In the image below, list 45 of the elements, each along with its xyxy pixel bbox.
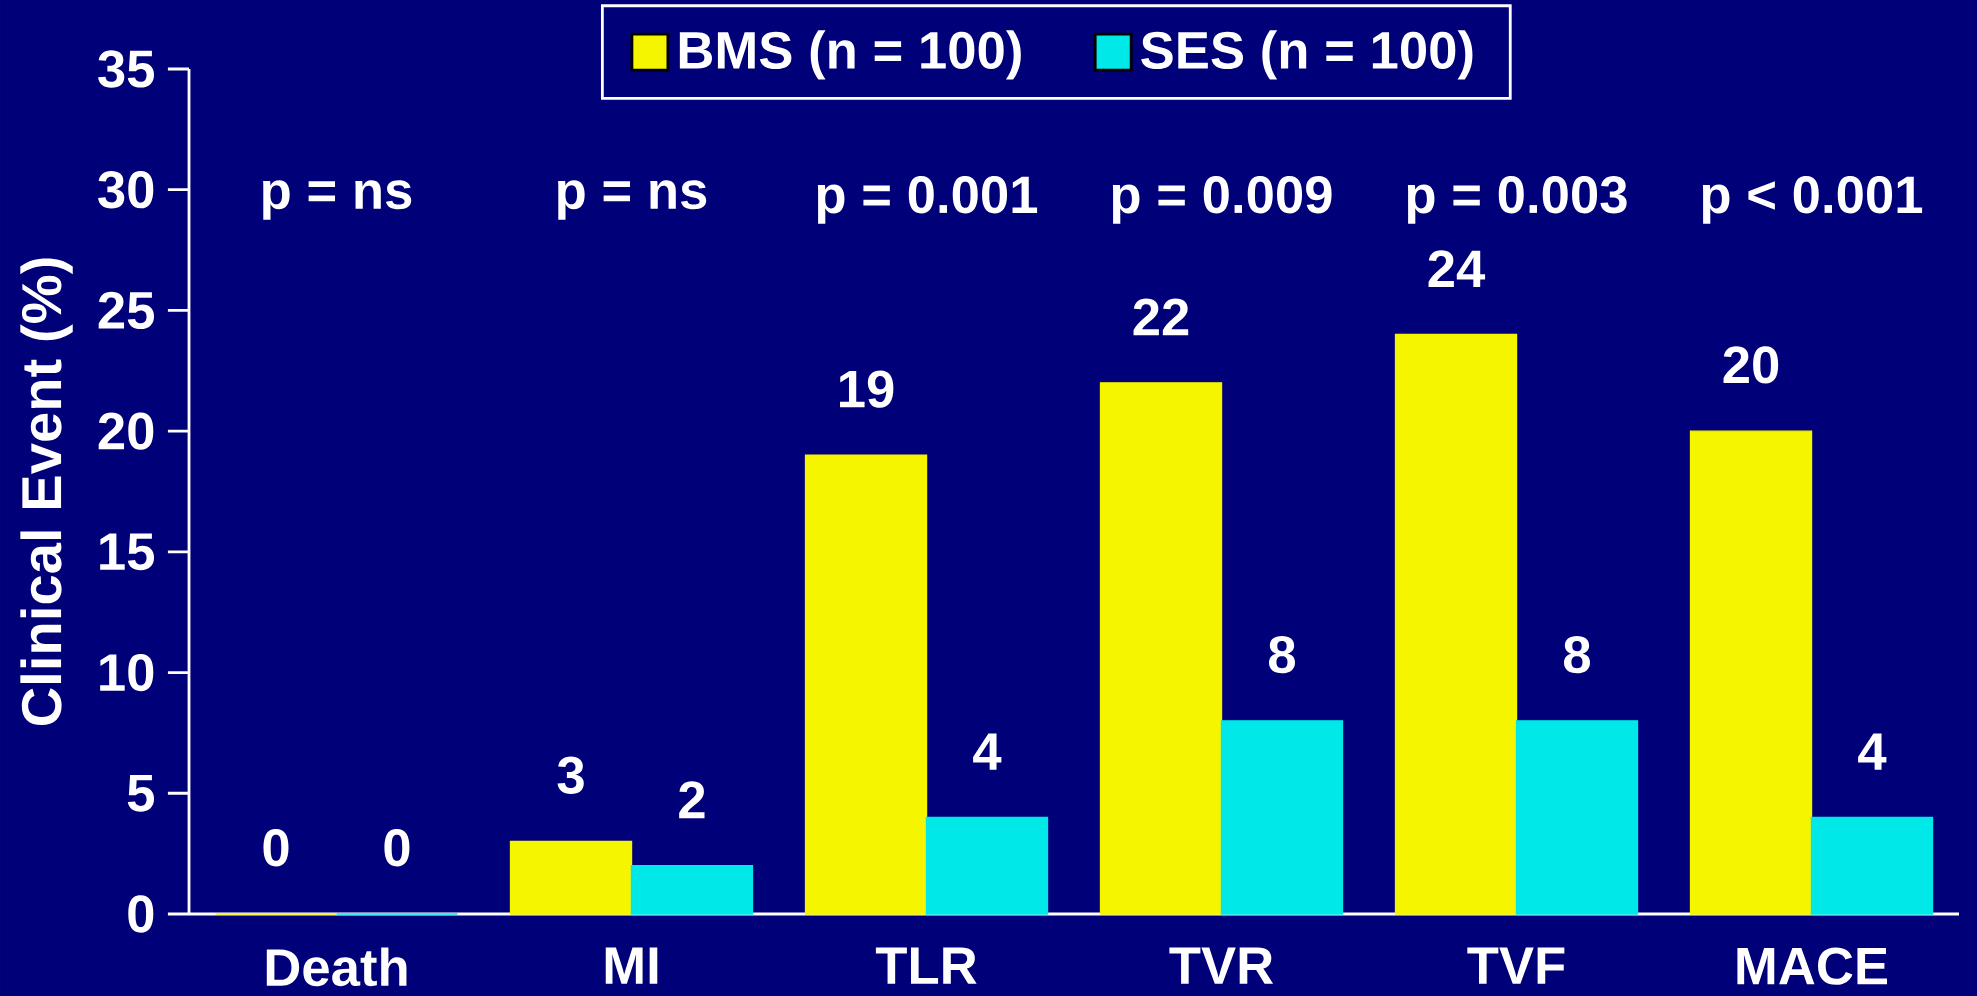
- data-label: 8: [1268, 635, 1295, 674]
- y-tick-label: 25: [98, 291, 155, 330]
- data-label: 8: [1563, 635, 1590, 674]
- bar: [1515, 720, 1639, 915]
- data-label: 2: [679, 781, 705, 819]
- bar: [630, 864, 754, 915]
- data-label: 4: [1858, 733, 1887, 770]
- annotation: p = 0.001: [817, 176, 1038, 224]
- data-label: 22: [1133, 298, 1189, 336]
- y-tick-label: 0: [128, 895, 154, 933]
- bar: [509, 840, 633, 915]
- data-label: 19: [840, 370, 894, 408]
- x-tick-label: MI: [605, 947, 658, 984]
- y-tick-label: 35: [98, 50, 155, 88]
- data-label: 0: [384, 829, 410, 867]
- annotation: p = 0.003: [1407, 176, 1627, 224]
- annotation: p = ns: [263, 180, 412, 220]
- x-tick-label: TVR: [1169, 947, 1274, 984]
- data-label: 24: [1428, 250, 1486, 287]
- bar: [1810, 816, 1934, 915]
- y-tick-label: 15: [100, 533, 155, 571]
- bar: [1689, 430, 1813, 915]
- data-label: 20: [1723, 346, 1779, 384]
- x-tick-label: MACE: [1737, 947, 1888, 985]
- y-axis-title: Clinical Event (%): [20, 258, 73, 726]
- data-label: 4: [973, 733, 1002, 770]
- legend-label: BMS (n = 100): [679, 30, 1021, 80]
- annotation: p = 0.009: [1112, 176, 1332, 224]
- x-tick-label: TLR: [875, 947, 977, 984]
- bar: [1394, 333, 1518, 915]
- x-tick-label: TVF: [1467, 947, 1565, 984]
- y-tick-label: 20: [98, 412, 154, 450]
- annotation: p = ns: [558, 180, 707, 220]
- legend-label: SES (n = 100): [1141, 30, 1473, 80]
- data-label: 3: [557, 756, 584, 795]
- bar: [925, 816, 1049, 915]
- y-tick-label: 30: [98, 171, 154, 209]
- y-tick-label: 10: [100, 653, 154, 692]
- bar: [1220, 720, 1344, 915]
- data-label: 0: [263, 829, 289, 867]
- bar: [804, 454, 928, 915]
- x-tick-label: Death: [266, 947, 407, 987]
- y-tick-label: 5: [127, 774, 155, 812]
- bar: [1099, 382, 1223, 915]
- annotation: p < 0.001: [1702, 176, 1923, 224]
